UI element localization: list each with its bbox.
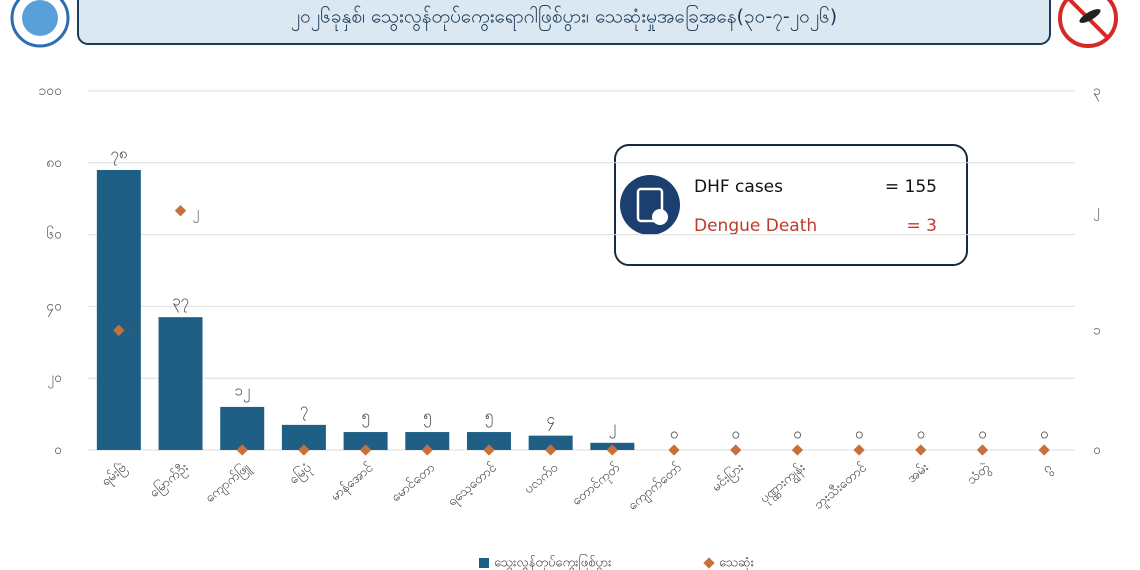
y2-tick-label: ၂ — [1093, 203, 1100, 221]
marker — [791, 444, 804, 456]
marker — [668, 444, 680, 456]
x-tick-label: အမ်း — [904, 459, 932, 486]
data-label: ၀ — [793, 425, 801, 443]
legend-label: သေဆုံး — [719, 556, 754, 570]
x-tick-label: ရမ်းဗြဲ — [98, 459, 131, 491]
data-label: ၀ — [917, 425, 925, 443]
marker — [730, 444, 742, 456]
legend-swatch — [703, 557, 715, 569]
y-tick-label: ၆၀ — [46, 227, 62, 243]
logo — [10, 0, 70, 48]
data-label: ၀ — [978, 425, 986, 443]
x-tick-label: သံတွဲ — [964, 460, 995, 490]
marker — [976, 444, 989, 456]
data-label: ၅ — [485, 407, 493, 428]
bar — [343, 432, 388, 450]
y-tick-label: ၂၀ — [47, 370, 62, 388]
x-tick-label: မြေပုံ — [285, 459, 316, 489]
data-label: ၅ — [361, 407, 369, 428]
x-tick-label: မာန်အောင် — [327, 459, 378, 506]
legend-label: သွေးလွန်တုပ်ကွေးဖြစ်ပွား — [494, 554, 611, 570]
marker — [359, 444, 372, 456]
data-label: ၁ — [131, 324, 139, 340]
bar — [405, 432, 450, 450]
x-tick-label: ဘူးသီးတောင် — [811, 459, 872, 514]
x-tick-label: ပုဏ္ဏားကျွန်း — [757, 459, 811, 508]
x-tick-label: တောင်ကုတ် — [569, 459, 625, 510]
marker — [915, 444, 927, 456]
x-tick-label: မြောက်ဦး — [146, 459, 193, 503]
y2-tick-label: ၃ — [1093, 83, 1101, 101]
data-label: ၁၂ — [234, 381, 250, 402]
x-tick-label: ရသေ့တောင် — [444, 459, 501, 511]
marker — [853, 444, 865, 456]
legend-swatch — [479, 558, 489, 568]
marker — [606, 444, 619, 456]
data-label: ၀ — [855, 425, 863, 443]
marker — [483, 444, 495, 456]
x-tick-label: ပလက်ဝ — [521, 459, 562, 497]
marker — [421, 444, 433, 456]
data-label: ၃၇ — [172, 292, 189, 313]
data-label: ၀ — [732, 425, 740, 443]
y2-tick-label: ၀ — [1093, 442, 1101, 458]
data-label: ၄ — [546, 410, 554, 431]
info-value: = 3 — [907, 216, 937, 236]
y-tick-label: ၈၀ — [46, 155, 62, 171]
y2-tick-label: ၁ — [1093, 322, 1101, 338]
marker — [236, 444, 248, 456]
x-tick-label: ဂွ — [1040, 460, 1057, 478]
data-label: ၂ — [193, 205, 200, 223]
x-tick-label: ကျောက်တော် — [625, 459, 687, 515]
info-label: Dengue Death — [694, 216, 817, 236]
marker — [174, 205, 187, 217]
y-tick-label: ၁၀၀ — [38, 83, 62, 99]
bar — [466, 432, 511, 450]
data-label: ၀ — [670, 425, 678, 443]
bar — [158, 317, 203, 450]
data-label: ၂ — [609, 417, 616, 438]
x-tick-label: မောင်တော — [388, 459, 438, 505]
title-banner — [77, 0, 1051, 45]
x-tick-label: မင်းပြား — [708, 459, 748, 497]
bar — [96, 169, 141, 451]
y-tick-label: ၄၀ — [46, 298, 62, 316]
marker — [544, 444, 557, 456]
bar — [528, 435, 573, 450]
data-label: ၇ — [300, 399, 308, 420]
marker — [298, 444, 310, 456]
chart-title: ၂၀၂၆ခုနှစ်၊ သွေးလွန်တုပ်ကွေးရောဂါဖြစ်ပွာ… — [291, 4, 837, 32]
x-tick-label: ကျောက်ဖြူ — [201, 459, 254, 508]
data-label: ၀ — [1040, 425, 1048, 443]
bar — [220, 406, 265, 450]
marker — [1038, 444, 1050, 456]
info-value: = 155 — [885, 177, 937, 197]
info-label: DHF cases — [694, 177, 783, 197]
no-mosquito-icon — [1058, 0, 1118, 48]
data-label: ၇၈ — [110, 144, 127, 165]
y-tick-label: ၀ — [54, 442, 62, 458]
data-label: ၅ — [423, 407, 431, 428]
